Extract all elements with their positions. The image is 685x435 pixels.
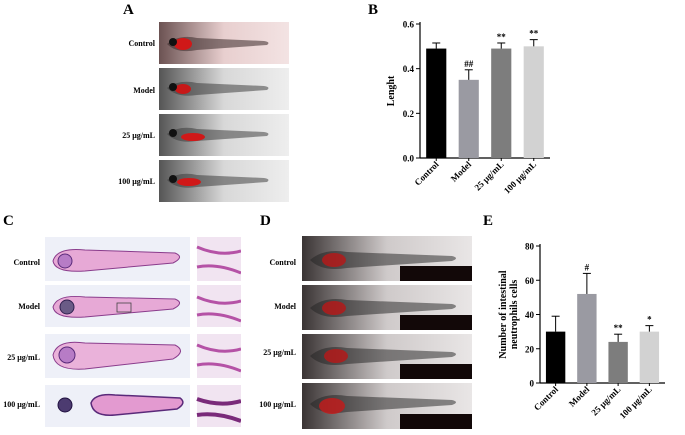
larva-image-control	[159, 22, 289, 64]
larva-image-25	[302, 334, 472, 379]
panel-d-row-label: Model	[274, 302, 296, 311]
bar	[491, 48, 512, 158]
panel-a-row-label: Model	[133, 86, 155, 95]
panel-c-row-label: Model	[18, 302, 40, 311]
panel-c-histology-images	[45, 237, 241, 427]
y-tick-label: 40	[525, 310, 535, 320]
panel-c-row-label: 25 μg/mL	[7, 353, 40, 362]
larva-image-100	[302, 383, 472, 429]
panel-label-e: E	[483, 213, 494, 229]
y-axis-label: Lenght	[386, 75, 397, 106]
panel-a-zebrafish-images	[159, 22, 289, 202]
panel-label-d: D	[260, 213, 271, 229]
significance-label: *	[647, 315, 652, 325]
y-tick-label: 0.2	[403, 109, 415, 119]
histology-model	[45, 285, 241, 327]
larva-image-control	[302, 236, 472, 281]
y-tick-label: 0.6	[403, 20, 415, 30]
panel-label-b: B	[368, 2, 379, 18]
larva-image-100	[159, 160, 289, 202]
histology-25	[45, 334, 241, 378]
significance-label: **	[614, 323, 624, 333]
bar	[426, 48, 447, 158]
panel-c-row-label: Control	[13, 258, 40, 267]
x-tick-label: Model	[567, 384, 592, 409]
panel-d-row-label: Control	[269, 258, 296, 267]
significance-label: #	[585, 262, 590, 272]
x-tick-label: Model	[449, 159, 474, 184]
panel-d-row-label: 100 μg/mL	[259, 400, 296, 409]
bar	[577, 293, 597, 383]
bar	[523, 46, 544, 159]
larva-image-model	[302, 285, 472, 330]
panel-c-row-label: 100 μg/mL	[3, 400, 40, 409]
x-tick-label: 100 μg/mL	[502, 159, 538, 195]
panel-a-row-label: 100 μg/mL	[118, 177, 155, 186]
panel-d-zebrafish-images	[302, 236, 472, 429]
histology-100	[45, 385, 241, 427]
bar	[458, 79, 479, 158]
bar	[545, 331, 566, 383]
x-tick-label: 100 μg/mL	[617, 384, 653, 420]
panel-a-row-label: 25 μg/mL	[122, 131, 155, 140]
bar	[639, 331, 660, 383]
larva-image-25	[159, 114, 289, 156]
significance-label: ##	[464, 59, 474, 69]
y-tick-label: 80	[525, 242, 535, 252]
significance-label: **	[497, 32, 507, 42]
x-tick-label: Control	[532, 384, 561, 413]
y-tick-label: 20	[525, 344, 535, 354]
x-tick-label: 25 μg/mL	[473, 159, 506, 192]
chart-e-neutrophils: 0 20 40 60 80 Number of intestinalneutrophils…	[498, 242, 665, 421]
panel-label-c: C	[3, 213, 14, 229]
panel-a-row-label: Control	[128, 39, 155, 48]
panel-label-a: A	[123, 2, 134, 18]
significance-label: **	[529, 29, 539, 39]
y-axis-label: Number of intestinalneutrophils cells	[498, 270, 520, 358]
panel-d-row-label: 25 μg/mL	[263, 348, 296, 357]
y-tick-label: 60	[525, 276, 535, 286]
bar	[608, 341, 628, 383]
histology-control	[45, 237, 241, 281]
larva-image-model	[159, 68, 289, 110]
y-tick-label: 0	[530, 379, 535, 389]
y-tick-label: 0.0	[403, 154, 415, 164]
x-tick-label: Control	[412, 159, 441, 188]
y-tick-label: 0.4	[403, 64, 415, 74]
chart-b-length: 0.0 0.2 0.4 0.6 Lenght Control ## Model ** 25 μg/…	[386, 20, 550, 196]
